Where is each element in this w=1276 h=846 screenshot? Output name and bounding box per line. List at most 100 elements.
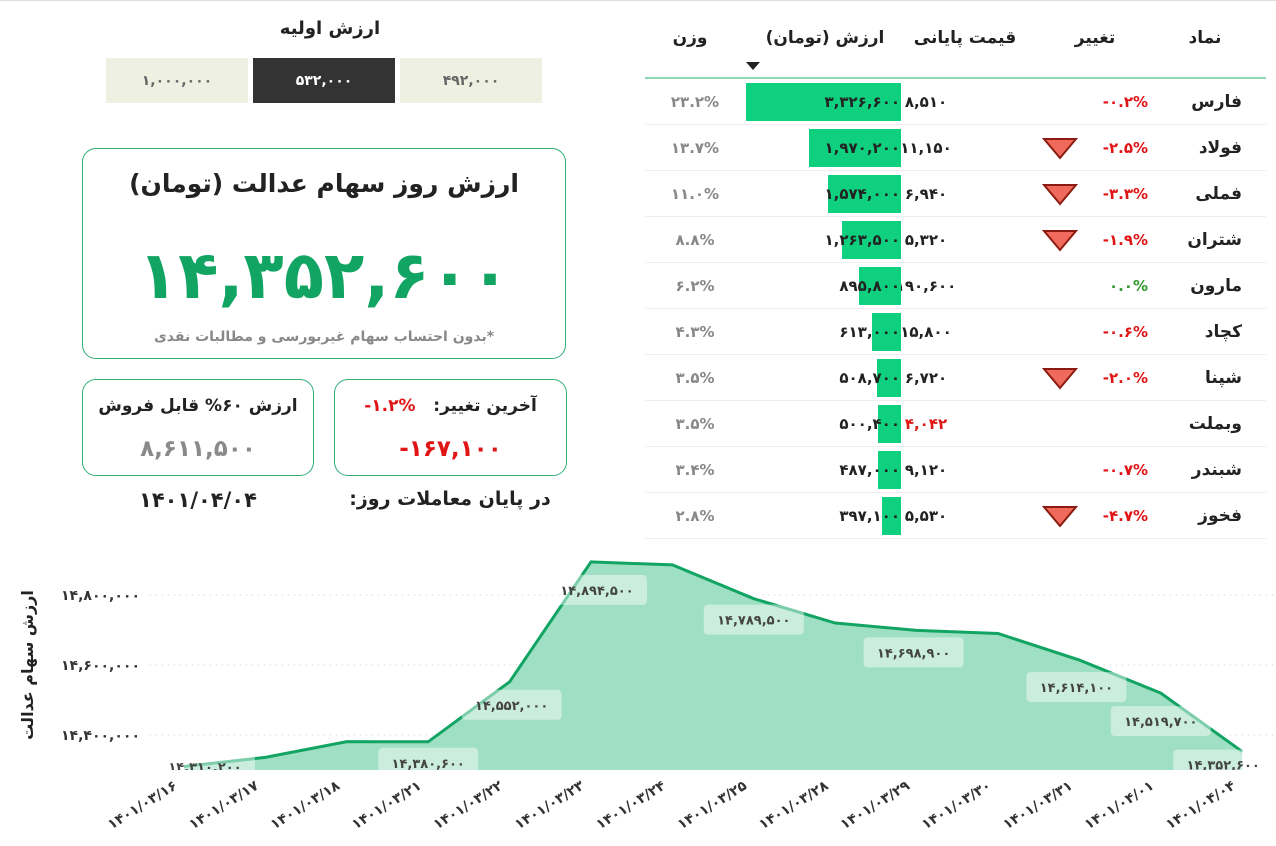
weight: ۱۳.۷%: [670, 139, 720, 157]
data-label: ۱۴,۵۱۹,۷۰۰: [1124, 715, 1197, 730]
data-label-box: [461, 689, 562, 720]
table-row[interactable]: شتران -۱.۹% ۵,۳۲۰ ۱,۲۶۳,۵۰۰ ۸.۸%: [645, 217, 1266, 263]
initial-value-option[interactable]: ۱,۰۰۰,۰۰۰: [106, 58, 248, 103]
sellable-title: ارزش ۶۰% قابل فروش: [98, 396, 298, 416]
weight: ۳.۵%: [675, 369, 715, 387]
closing-price: ۱۹۰,۶۰۰: [895, 277, 957, 295]
table-row[interactable]: فخوز -۴.۷% ۵,۵۳۰ ۳۹۷,۱۰۰ ۲.۸%: [645, 493, 1266, 539]
change: -۰.۲%: [1102, 93, 1148, 111]
date-caption-date: ۱۴۰۱/۰۴/۰۴: [139, 488, 257, 512]
header-symbol[interactable]: نماد: [1188, 28, 1222, 48]
value-bar: [746, 83, 901, 121]
x-tick-label: ۱۴۰۱/۰۳/۲۵: [675, 778, 751, 833]
data-label: ۱۴,۳۸۰,۶۰۰: [392, 757, 465, 772]
closing-price: ۹,۱۲۰: [904, 461, 948, 479]
x-tick-label: ۱۴۰۱/۰۳/۲۱: [349, 778, 424, 833]
data-label-box: [547, 574, 647, 605]
down-arrow-icon: [1041, 171, 1079, 217]
data-label-box: [863, 637, 964, 668]
current-value-title: ارزش روز سهام عدالت (تومان): [129, 169, 519, 198]
last-change-label: آخرین تغییر:: [433, 396, 537, 416]
last-change-value: -۱۶۷,۱۰۰: [399, 436, 502, 462]
initial-value-title: ارزش اولیه: [279, 18, 381, 39]
last-change-card: آخرین تغییر: -۱.۲% -۱۶۷,۱۰۰: [334, 379, 567, 476]
closing-price: ۶,۷۲۰: [904, 369, 948, 387]
data-label-box: [1173, 749, 1274, 770]
value: ۳,۳۲۶,۶۰۰: [824, 93, 900, 111]
weight: ۱۱.۰%: [670, 185, 720, 203]
table-row[interactable]: شبندر -۰.۷% ۹,۱۲۰ ۴۸۷,۰۰۰ ۳.۴%: [645, 447, 1266, 493]
symbol: وبملت: [1188, 414, 1242, 434]
series-line: [183, 560, 1244, 768]
x-tick-label: ۱۴۰۱/۰۳/۳۱: [1000, 778, 1075, 833]
value: ۶۱۳,۰۰۰: [839, 323, 900, 341]
date-caption-label: در پایان معاملات روز:: [349, 488, 551, 510]
x-tick-label: ۱۴۰۱/۰۳/۲۴: [593, 778, 669, 833]
symbol: شپنا: [1205, 368, 1242, 388]
down-arrow-icon: [1041, 493, 1079, 539]
last-change-percent: -۱.۲%: [364, 396, 416, 416]
value-bar: [878, 451, 901, 489]
x-tick-label: ۱۴۰۱/۰۳/۳۰: [919, 778, 994, 833]
change: [1068, 401, 1148, 447]
data-label: ۱۴,۳۱۰,۲۰۰: [168, 760, 241, 775]
header-change[interactable]: تغییر: [1074, 28, 1116, 48]
top-border: [0, 0, 1276, 1]
value: ۳۹۷,۱۰۰: [839, 507, 900, 525]
x-tick-label: ۱۴۰۱/۰۳/۱۶: [105, 778, 180, 833]
x-tick-label: ۱۴۰۱/۰۴/۰۴: [1163, 778, 1239, 833]
value: ۵۰۸,۷۰۰: [839, 369, 900, 387]
closing-price: ۴,۰۴۲: [904, 415, 948, 433]
table-row[interactable]: وبملت ۴,۰۴۲ ۵۰۰,۴۰۰ ۳.۵%: [645, 401, 1266, 447]
weight: ۸.۸%: [675, 231, 715, 249]
change: -۰.۷%: [1102, 461, 1148, 479]
change: -۲.۰%: [1102, 369, 1148, 387]
data-label: ۱۴,۶۹۸,۹۰۰: [877, 646, 950, 661]
table-row[interactable]: شپنا -۲.۰% ۶,۷۲۰ ۵۰۸,۷۰۰ ۳.۵%: [645, 355, 1266, 401]
header-weight[interactable]: وزن: [672, 28, 708, 48]
header-value[interactable]: ارزش (تومان): [765, 28, 885, 48]
down-arrow-icon: [1041, 125, 1079, 171]
table-row[interactable]: کچاد -۰.۶% ۱۵,۸۰۰ ۶۱۳,۰۰۰ ۴.۳%: [645, 309, 1266, 355]
data-label: ۱۴,۳۵۲,۶۰۰: [1187, 759, 1260, 774]
data-label-box: [1026, 672, 1127, 703]
data-label-box: [155, 751, 255, 770]
value-bar: [878, 405, 901, 443]
table-row[interactable]: فارس -۰.۲% ۸,۵۱۰ ۳,۳۲۶,۶۰۰ ۲۳.۲%: [645, 79, 1266, 125]
value-bar: [882, 497, 901, 535]
data-label: ۱۴,۸۹۴,۵۰۰: [560, 584, 633, 599]
value-bar: [842, 221, 901, 259]
change: -۱.۹%: [1102, 231, 1148, 249]
y-axis-title: ارزش سهام عدالت: [18, 590, 37, 740]
value-history-chart: ۱۴,۴۰۰,۰۰۰ ۱۴,۶۰۰,۰۰۰ ۱۴,۸۰۰,۰۰۰ ۱۴,۳۱۰,۲۰۰…: [18, 560, 1276, 833]
data-label-box: [1110, 706, 1211, 737]
header-price[interactable]: قیمت پایانی: [913, 28, 1017, 48]
data-label: ۱۴,۷۸۹,۵۰۰: [717, 614, 790, 629]
table-row[interactable]: فملی -۳.۳% ۶,۹۴۰ ۱,۵۷۴,۰۰۰ ۱۱.۰%: [645, 171, 1266, 217]
table-row[interactable]: مارون ۰.۰% ۱۹۰,۶۰۰ ۸۹۵,۸۰۰ ۶.۲%: [645, 263, 1266, 309]
x-tick-label: ۱۴۰۱/۰۳/۲۸: [756, 778, 832, 833]
closing-price: ۵,۵۳۰: [904, 507, 948, 525]
change: -۲.۵%: [1102, 139, 1148, 157]
x-tick-label: ۱۴۰۱/۰۳/۱۷: [186, 778, 262, 833]
weight: ۳.۴%: [675, 461, 715, 479]
area-fill: [184, 561, 1243, 770]
weight: ۳.۵%: [675, 415, 715, 433]
symbol: فارس: [1191, 92, 1242, 112]
data-label-box: [378, 747, 479, 770]
symbol: شتران: [1187, 230, 1242, 250]
change: -۳.۳%: [1102, 185, 1148, 203]
value: ۸۹۵,۸۰۰: [839, 277, 900, 295]
x-tick-label: ۱۴۰۱/۰۴/۰۱: [1082, 778, 1157, 833]
sort-descending-icon[interactable]: [746, 62, 760, 70]
down-arrow-icon: [1041, 217, 1079, 263]
symbol: فولاد: [1198, 138, 1242, 158]
data-label: ۱۴,۶۱۴,۱۰۰: [1040, 681, 1113, 696]
symbol: کچاد: [1204, 322, 1242, 342]
initial-value-option[interactable]: ۵۳۲,۰۰۰: [253, 58, 395, 103]
current-value-note: *بدون احتساب سهام غیربورسی و مطالبات نقد…: [153, 329, 495, 345]
initial-value-option[interactable]: ۴۹۲,۰۰۰: [400, 58, 542, 103]
value: ۱,۵۷۴,۰۰۰: [824, 185, 900, 203]
table-row[interactable]: فولاد -۲.۵% ۱۱,۱۵۰ ۱,۹۷۰,۲۰۰ ۱۳.۷%: [645, 125, 1266, 171]
change: ۰.۰%: [1108, 277, 1148, 295]
